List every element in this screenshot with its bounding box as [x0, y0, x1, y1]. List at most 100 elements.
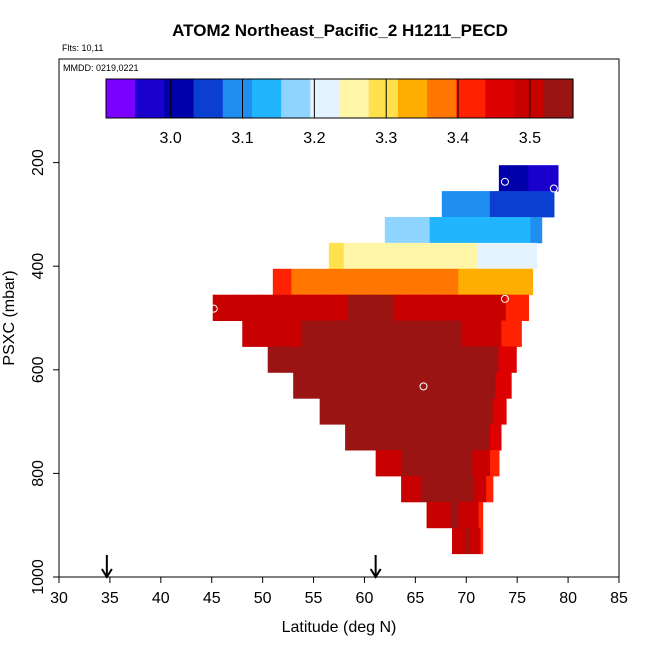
colorbar-tick-label: 3.0 [160, 130, 182, 147]
heatmap-cell [458, 501, 464, 529]
colorbar-cell [149, 79, 158, 118]
heatmap-band [401, 475, 494, 503]
heatmap-cell [272, 268, 292, 296]
heatmap-cell [341, 320, 363, 347]
heatmap-cell [410, 450, 421, 477]
heatmap-cell [321, 320, 343, 347]
heatmap-cell [541, 165, 546, 192]
y-axis: 200 400 600 800 1000 [30, 149, 59, 595]
heatmap-cell [423, 424, 435, 451]
arrow-head [101, 568, 113, 579]
heatmap-band [345, 424, 502, 451]
heatmap-cell [434, 424, 446, 451]
heatmap-cell [417, 242, 434, 270]
heatmap-cell [384, 216, 397, 244]
colorbar-cell [324, 79, 333, 118]
heatmap-cell [464, 372, 481, 399]
heatmap-cell [345, 424, 357, 451]
heatmap-cell [361, 320, 383, 347]
heatmap-cell [529, 191, 539, 218]
heatmap-band [293, 372, 512, 399]
heatmap-cell [356, 424, 368, 451]
heatmap-cell [324, 372, 341, 399]
heatmap-band [212, 294, 529, 321]
heatmap-cell [325, 294, 349, 321]
heatmap-cell [483, 294, 507, 321]
heatmap-cell [532, 165, 538, 192]
heatmap-cell [454, 501, 460, 529]
heatmap-cell [465, 527, 468, 555]
colorbar-cell [558, 79, 567, 118]
heatmap-cell [434, 501, 440, 529]
x-tick-label: 60 [356, 590, 374, 607]
heatmap-cell [421, 268, 441, 296]
colorbar-cell [412, 79, 421, 118]
heatmap-cell [429, 216, 442, 244]
heatmap-cell [438, 501, 444, 529]
colorbar-cell [157, 79, 165, 118]
colorbar-cell [500, 79, 508, 118]
heatmap-cell [359, 398, 374, 425]
colorbar-cell [244, 79, 253, 118]
heatmap-cell [481, 320, 502, 347]
heatmap-cell [439, 268, 459, 296]
heatmap-cell [462, 527, 466, 555]
heatmap-cell [347, 268, 367, 296]
heatmap-cell [480, 527, 484, 555]
heatmap-cell [412, 398, 427, 425]
colorbar-cell [405, 79, 414, 118]
heatmap-cell [308, 372, 325, 399]
heatmap-cell [365, 268, 385, 296]
colorbar-cell [113, 79, 122, 118]
colorbar-cell [186, 79, 195, 118]
heatmap-cell [478, 527, 481, 555]
heatmap-cell [467, 527, 471, 555]
plot-frame [58, 58, 620, 578]
heatmap-cell [466, 475, 474, 503]
heatmap-cell [437, 450, 447, 477]
heatmap-cell [421, 320, 443, 347]
heatmap-cell [474, 216, 487, 244]
heatmap-cell [384, 268, 404, 296]
colorbar-cell [529, 79, 538, 118]
sample-point [209, 304, 218, 313]
heatmap-cell [549, 165, 555, 192]
heatmap-cell [393, 450, 403, 477]
colorbar-cell [536, 79, 545, 118]
colorbar-cell [419, 79, 428, 118]
heatmap-cell [449, 191, 459, 218]
x-tick-label: 70 [457, 590, 475, 607]
heatmap-cell [450, 501, 456, 529]
colorbar-cell [456, 79, 465, 118]
heatmap-cell [485, 216, 498, 244]
heatmap-cell [445, 424, 457, 451]
x-tick-label: 30 [50, 590, 68, 607]
heatmap-cell [370, 294, 394, 321]
heatmap-cell [524, 165, 529, 192]
heatmap-cell [407, 475, 415, 503]
colorbar-cell [142, 79, 151, 118]
x-tick-label: 65 [406, 590, 424, 607]
x-tick-label: 35 [101, 590, 119, 607]
heatmap-cell [428, 450, 438, 477]
heatmap-cell [293, 372, 310, 399]
heatmap-band [498, 165, 559, 192]
heatmap-cell [332, 398, 347, 425]
heatmap-cell [409, 346, 429, 373]
colorbar-cell [478, 79, 487, 118]
heatmap-cell [519, 165, 525, 192]
heatmap-band [384, 216, 543, 244]
heatmap-band [272, 268, 534, 296]
colorbar-cell [200, 79, 209, 118]
y-tick-label: 800 [30, 460, 47, 487]
heatmap-cell [506, 242, 523, 270]
heatmap-cell [285, 346, 304, 373]
colorbar-cell [339, 79, 348, 118]
colorbar-cell [383, 79, 392, 118]
heatmap-cell [501, 320, 522, 347]
colorbar-cell [346, 79, 355, 118]
heatmap-cell [442, 501, 448, 529]
heatmap-cell [389, 424, 402, 451]
heatmap-cell [212, 294, 236, 321]
heatmap-cell [478, 501, 484, 529]
